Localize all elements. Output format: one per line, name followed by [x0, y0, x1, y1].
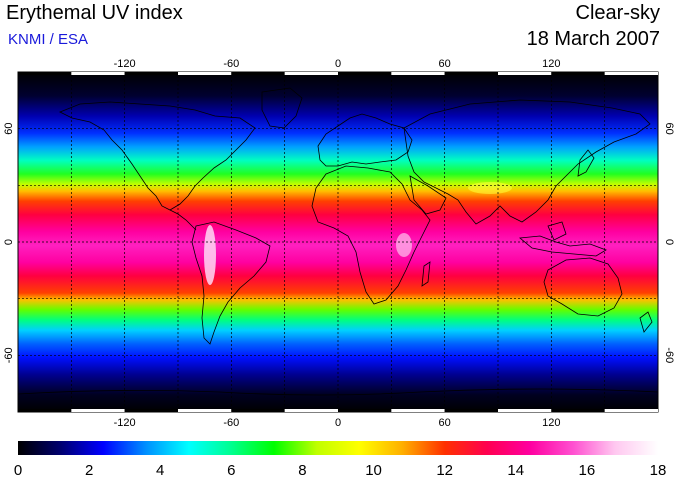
frame-bar-bottom: [124, 409, 178, 412]
colorbar-tick-label: 10: [365, 462, 382, 479]
lat-tick-label: -60: [663, 347, 675, 363]
graticule: [18, 72, 658, 412]
frame-bar-top: [71, 72, 125, 75]
coastlines: [18, 87, 658, 396]
sky-condition-label: Clear-sky: [575, 2, 660, 24]
latitude-labels-left: 60 0 -60: [3, 123, 15, 364]
colorbar-tick-label: 2: [85, 462, 93, 479]
frame-bar-top: [444, 72, 498, 75]
asia-outline: [403, 99, 651, 225]
colorbar-tick-label: 16: [579, 462, 596, 479]
map-title: Erythemal UV index: [6, 2, 183, 24]
north-america-outline: [59, 101, 256, 211]
longitude-labels-bottom: -120 -60 0 60 120: [114, 417, 561, 429]
lat-tick-label: -60: [3, 347, 15, 363]
africa-outline: [311, 165, 431, 305]
indonesia-outline: [519, 235, 607, 257]
frame-bars: [18, 72, 658, 412]
frame-bar-top: [18, 72, 72, 75]
new-zealand-outline: [639, 311, 653, 333]
antarctica-outline: [18, 388, 658, 396]
lon-tick-label: 0: [335, 58, 341, 70]
arabia-outline: [409, 175, 447, 215]
borneo-outline: [547, 221, 567, 241]
frame-bar-bottom: [391, 409, 445, 412]
greenland-outline: [261, 87, 303, 129]
lon-tick-label: 60: [439, 58, 451, 70]
madagascar-outline: [421, 261, 431, 287]
australia-outline: [543, 257, 623, 317]
colorbar-labels: 0 2 4 6 8 10 12 14 16 18: [14, 462, 667, 479]
colorbar-tick-label: 18: [650, 462, 667, 479]
longitude-labels-top: -120 -60 0 60 120: [114, 58, 561, 70]
frame-bar-bottom: [231, 409, 285, 412]
frame-bar-top: [338, 72, 392, 75]
lon-tick-label: 60: [439, 417, 451, 429]
frame-bar-bottom: [178, 409, 232, 412]
frame-bar-bottom: [444, 409, 498, 412]
frame-bar-bottom: [18, 409, 72, 412]
colorbar-tick-label: 12: [436, 462, 453, 479]
colorbar-tick-label: 14: [507, 462, 524, 479]
frame-bar-top: [498, 72, 552, 75]
frame-bar-top: [178, 72, 232, 75]
colorbar-tick-label: 8: [298, 462, 306, 479]
frame-bar-top: [231, 72, 285, 75]
date-label: 18 March 2007: [526, 28, 660, 50]
colorbar: [18, 441, 658, 455]
lon-tick-label: 120: [542, 58, 560, 70]
lon-tick-label: 120: [542, 417, 560, 429]
frame-bar-bottom: [284, 409, 338, 412]
frame-bar-bottom: [71, 409, 125, 412]
central-america-outline: [169, 209, 197, 231]
lon-tick-label: 0: [335, 417, 341, 429]
colorbar-tick-label: 0: [14, 462, 22, 479]
lon-tick-label: -60: [223, 417, 239, 429]
lon-tick-label: -60: [223, 58, 239, 70]
frame-bar-bottom: [551, 409, 605, 412]
europe-outline: [317, 113, 413, 167]
lat-tick-label: 60: [3, 123, 15, 135]
frame-bar-top: [551, 72, 605, 75]
lon-tick-label: -120: [114, 58, 136, 70]
frame-bar-top: [604, 72, 658, 75]
lat-tick-label: 0: [3, 239, 15, 245]
frame-bar-top: [391, 72, 445, 75]
japan-outline: [577, 149, 595, 177]
south-america-outline: [191, 221, 271, 345]
lat-tick-label: 0: [663, 239, 675, 245]
lon-tick-label: -120: [114, 417, 136, 429]
frame-bar-bottom: [498, 409, 552, 412]
frame-bar-bottom: [604, 409, 658, 412]
agency-label: KNMI / ESA: [8, 31, 89, 48]
frame-bar-top: [124, 72, 178, 75]
frame-bar-bottom: [338, 409, 392, 412]
colorbar-tick-label: 6: [227, 462, 235, 479]
latitude-labels-right: 60 0 -60: [663, 123, 675, 364]
colorbar-tick-label: 4: [156, 462, 164, 479]
lat-tick-label: 60: [663, 123, 675, 135]
frame-bar-top: [284, 72, 338, 75]
